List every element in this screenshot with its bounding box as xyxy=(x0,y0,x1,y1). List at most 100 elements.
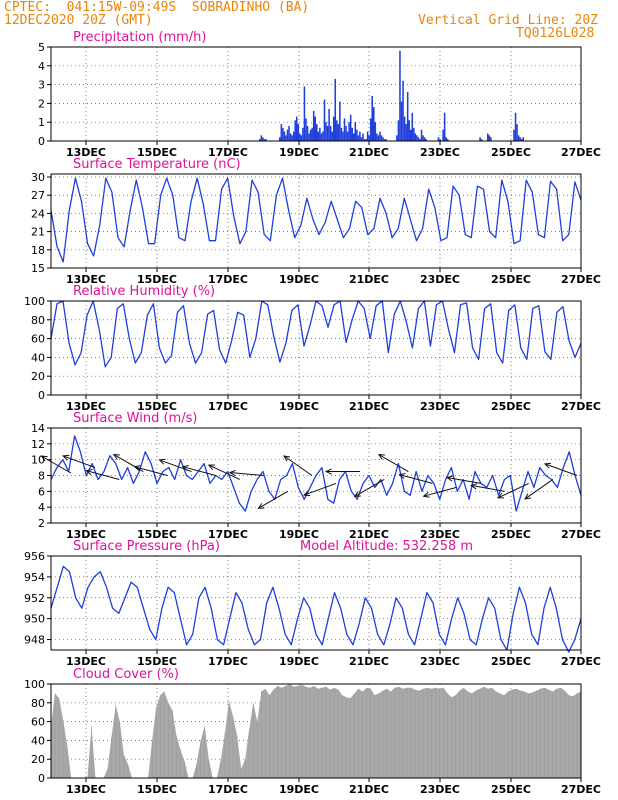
wind-ytick-label: 12 xyxy=(31,438,45,451)
precip-bar xyxy=(396,135,398,141)
rh-xtick-label: 15DEC xyxy=(137,400,177,413)
wind-vector-head xyxy=(496,492,504,499)
precip-bar xyxy=(376,133,378,141)
precip-bar xyxy=(408,120,410,141)
precip-bar xyxy=(342,131,344,141)
precip-bar xyxy=(294,120,296,141)
precip-ytick-label: 1 xyxy=(38,116,45,129)
precip-xtick-label: 23DEC xyxy=(420,146,460,159)
precip-bar xyxy=(368,135,370,141)
precip-bar xyxy=(422,135,424,141)
temp-ytick-label: 24 xyxy=(31,207,45,220)
precip-bar xyxy=(308,133,310,141)
precip-bar xyxy=(417,137,420,141)
wind-vector-head xyxy=(257,503,265,509)
temp-xtick-label: 23DEC xyxy=(420,273,460,286)
rh-xtick-label: 17DEC xyxy=(208,400,248,413)
wind-vector-head xyxy=(377,453,385,460)
rh-line xyxy=(50,300,582,368)
wind-vector-head xyxy=(228,469,236,477)
cloud-xtick-label: 15DEC xyxy=(137,783,177,796)
precip-bar xyxy=(289,133,292,141)
precip-bar xyxy=(357,135,360,141)
precip-bar xyxy=(522,137,524,141)
precip-bar xyxy=(380,135,383,141)
cloud-ytick-label: 80 xyxy=(31,697,45,710)
precip-bar xyxy=(360,137,363,141)
temp-ytick-label: 30 xyxy=(31,171,45,184)
wind-ytick-label: 4 xyxy=(38,501,45,514)
precip-bar xyxy=(517,135,520,141)
precip-bar xyxy=(373,107,375,141)
precip-ytick-label: 5 xyxy=(38,41,45,54)
pres-xtick-label: 19DEC xyxy=(279,655,319,668)
wind-vector xyxy=(423,486,457,497)
precip-xtick-label: 21DEC xyxy=(349,146,389,159)
precip-bar xyxy=(291,135,293,141)
precip-bar xyxy=(371,95,374,141)
temp-xtick-label: 19DEC xyxy=(279,273,319,286)
precip-xtick-label: 15DEC xyxy=(137,146,177,159)
wind-xtick-label: 17DEC xyxy=(208,528,248,541)
precip-bar xyxy=(340,127,343,141)
header-location: CPTEC: 041:15W-09:49S SOBRADINHO (BA) xyxy=(4,0,310,15)
precip-bar xyxy=(297,124,300,141)
precip-bar xyxy=(288,125,290,141)
cloud-xtick-label: 17DEC xyxy=(208,783,248,796)
cloud-ytick-label: 100 xyxy=(24,678,45,691)
wind-vector-head xyxy=(133,465,141,471)
cloud-panel: 0 20 40 60 80 100 13DEC 15DEC 17DEC 19DEC 21DEC 23D… xyxy=(24,667,601,796)
precip-bar xyxy=(346,131,349,141)
pres-xtick-label: 17DEC xyxy=(208,655,248,668)
precip-bar xyxy=(332,116,335,141)
pres-xtick-label: 25DEC xyxy=(491,655,531,668)
wind-vector-head xyxy=(85,469,93,475)
rh-ytick-label: 20 xyxy=(31,370,45,383)
precip-bar xyxy=(400,101,403,141)
precip-bar xyxy=(316,124,318,141)
precip-bar xyxy=(397,120,400,141)
precip-xtick-label: 13DEC xyxy=(66,146,106,159)
precip-bar xyxy=(326,125,329,141)
wind-vector xyxy=(229,472,264,476)
wind-ytick-label: 6 xyxy=(38,485,45,498)
rh-ytick-label: 40 xyxy=(31,351,45,364)
cloud-xtick-label: 13DEC xyxy=(66,783,106,796)
header-date: 12DEC2020 20Z (GMT) xyxy=(4,13,153,28)
temp-ytick-label: 27 xyxy=(31,189,45,202)
precip-bar xyxy=(319,127,321,141)
precip-bar xyxy=(514,112,517,141)
precip-bar xyxy=(480,139,483,141)
pres-xtick-label: 23DEC xyxy=(420,655,460,668)
precip-bar xyxy=(349,114,352,141)
precip-bar xyxy=(329,125,332,141)
wind-vector xyxy=(182,466,216,476)
rh-ytick-label: 100 xyxy=(24,295,45,308)
precip-bar xyxy=(336,120,338,141)
wind-vector xyxy=(354,479,385,497)
precip-bar xyxy=(414,133,417,141)
wind-vector xyxy=(544,463,578,476)
rh-title: Relative Humidity (%) xyxy=(73,284,215,299)
wind-ytick-label: 8 xyxy=(38,470,45,483)
temp-ytick-label: 21 xyxy=(31,226,45,239)
precip-ytick-label: 4 xyxy=(38,60,45,73)
wind-vector xyxy=(134,466,168,476)
precip-title: Precipitation (mm/h) xyxy=(73,30,206,45)
pres-ytick-label: 948 xyxy=(24,634,45,647)
wind-line xyxy=(50,435,582,512)
precip-bar xyxy=(516,124,518,141)
pres-xtick-label: 13DEC xyxy=(66,655,106,668)
precip-bar xyxy=(445,137,447,141)
wind-panel: 2 4 6 8 10 12 14 13DEC 15DEC 17DEC 19DEC 21DEC 23DEC… xyxy=(31,411,601,541)
precip-bar xyxy=(285,135,287,141)
temp-xtick-label: 25DEC xyxy=(491,273,531,286)
precip-bar xyxy=(490,137,492,141)
precip-bar xyxy=(300,135,303,141)
wind-vector-head xyxy=(422,491,430,498)
precip-bar xyxy=(442,129,444,141)
wind-vector xyxy=(258,490,289,509)
precip-bar xyxy=(317,131,320,141)
